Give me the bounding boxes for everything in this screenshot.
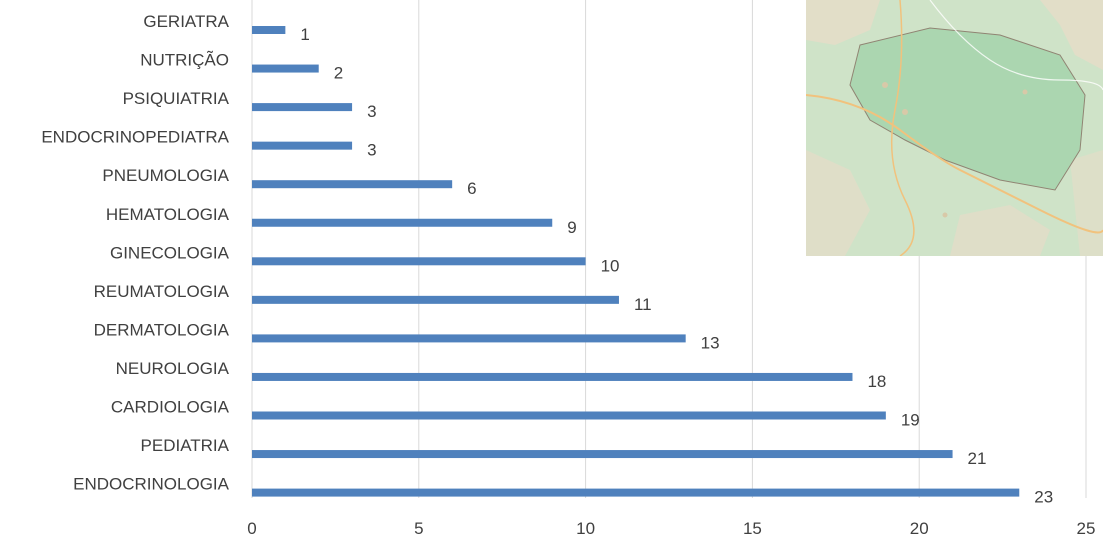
- bar-reumatologia: [252, 295, 619, 304]
- data-label: 3: [367, 141, 376, 160]
- data-label: 3: [367, 102, 376, 121]
- bar-hematologia: [252, 218, 553, 227]
- category-label: REUMATOLOGIA: [94, 282, 230, 301]
- data-label: 21: [968, 449, 987, 468]
- bar-dermatologia: [252, 334, 686, 343]
- bar-pneumologia: [252, 180, 453, 189]
- category-label: NEUROLOGIA: [116, 359, 230, 378]
- category-label: DERMATOLOGIA: [94, 320, 230, 339]
- map-thumbnail: [806, 0, 1103, 256]
- category-labels: GERIATRA NUTRIÇÃO PSIQUIATRIA ENDOCRINOPEDI…: [41, 12, 229, 494]
- category-label: GINECOLOGIA: [110, 243, 230, 262]
- category-label: PNEUMOLOGIA: [102, 166, 229, 185]
- bar-nutrição: [252, 64, 319, 73]
- category-label: HEMATOLOGIA: [106, 205, 230, 224]
- data-label: 1: [300, 25, 309, 44]
- category-label: PEDIATRIA: [141, 436, 230, 455]
- data-label: 18: [867, 372, 886, 391]
- bar-neurologia: [252, 372, 853, 381]
- data-label: 6: [467, 179, 476, 198]
- bar-ginecologia: [252, 257, 586, 266]
- x-tick-label: 15: [743, 519, 762, 538]
- data-label: 13: [701, 333, 720, 352]
- x-tick-label: 20: [910, 519, 929, 538]
- data-label: 19: [901, 411, 920, 430]
- bars: [252, 26, 1020, 497]
- data-label: 2: [334, 64, 343, 83]
- bar-endocrinologia: [252, 488, 1020, 497]
- data-label: 11: [634, 295, 652, 314]
- bar-pediatria: [252, 450, 953, 459]
- x-tick-label: 0: [247, 519, 256, 538]
- bar-geriatra: [252, 26, 286, 34]
- x-tick-label: 5: [414, 519, 423, 538]
- category-label: NUTRIÇÃO: [140, 51, 229, 70]
- category-label: ENDOCRINOLOGIA: [73, 475, 230, 494]
- data-label: 23: [1034, 488, 1053, 507]
- x-tick-label: 25: [1077, 519, 1096, 538]
- x-tick-label: 10: [576, 519, 595, 538]
- bar-psiquiatria: [252, 103, 353, 112]
- category-label: ENDOCRINOPEDIATRA: [41, 128, 229, 147]
- bar-endocrinopediatra: [252, 141, 353, 150]
- data-label: 10: [601, 256, 620, 275]
- category-label: GERIATRA: [143, 12, 229, 31]
- category-label: CARDIOLOGIA: [111, 398, 230, 417]
- bar-cardiologia: [252, 411, 886, 420]
- data-label: 9: [567, 218, 576, 237]
- category-label: PSIQUIATRIA: [123, 89, 230, 108]
- x-axis-tick-labels: 0 5 10 15 20 25: [247, 519, 1095, 538]
